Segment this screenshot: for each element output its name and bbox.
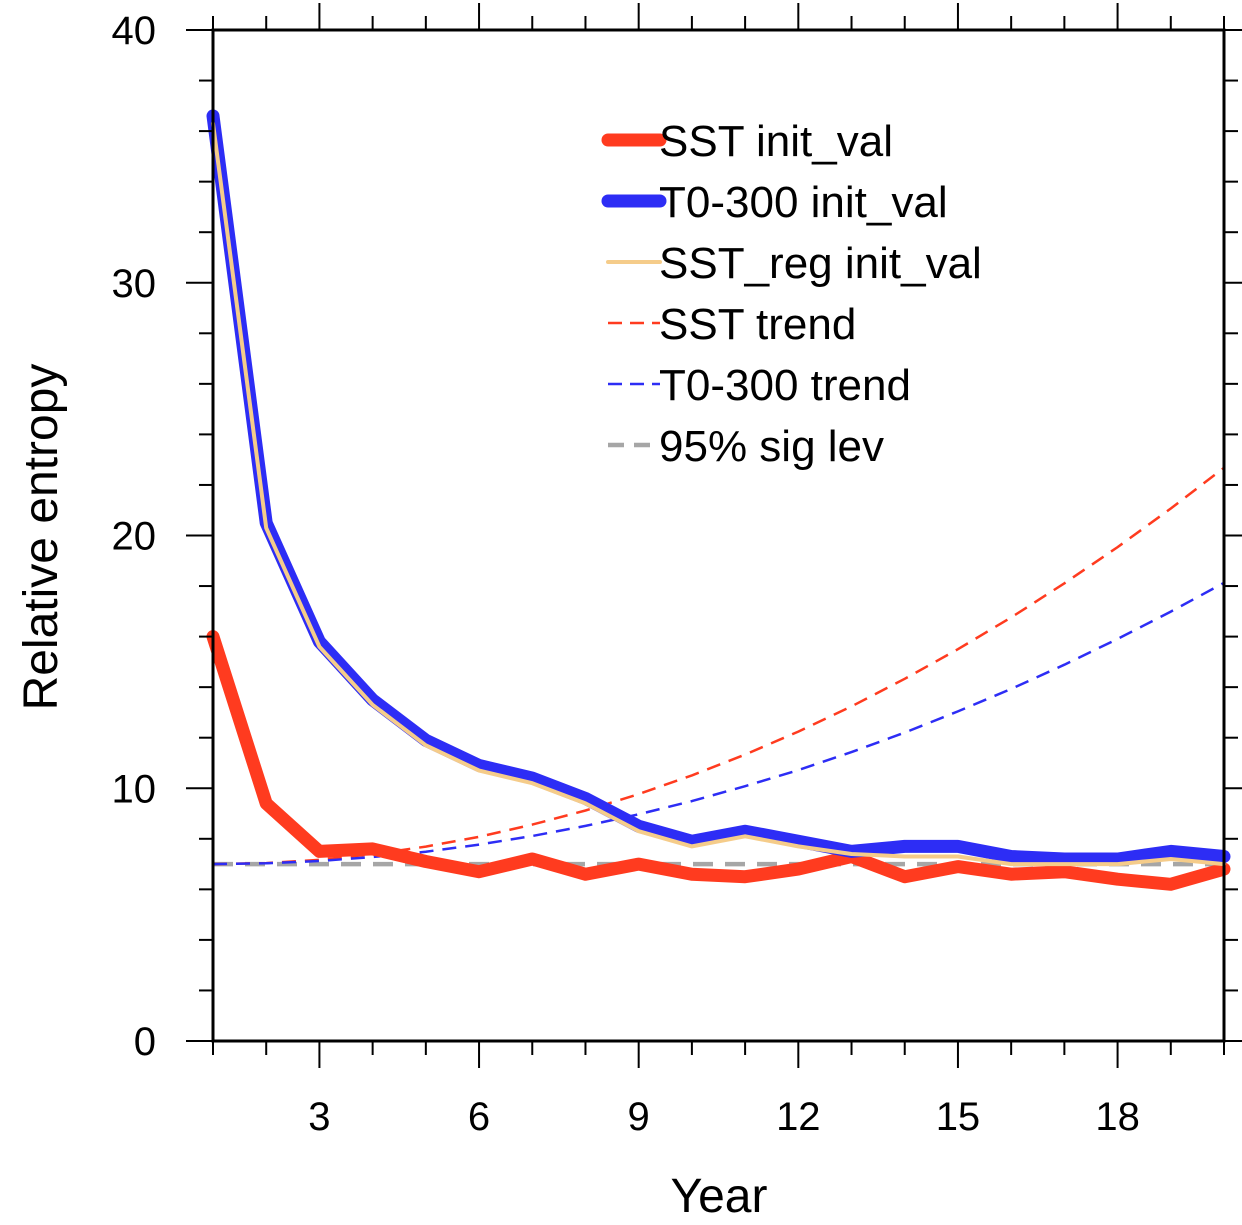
legend-label-3: SST trend — [659, 300, 856, 349]
legend-label-4: T0-300 trend — [659, 361, 911, 410]
axes-layer: 0 10 20 30 40 3 6 9 12 15 18 — [112, 3, 1242, 1139]
legend-label-1: T0-300 init_val — [659, 178, 948, 227]
legend-label-2: SST_reg init_val — [659, 239, 982, 288]
x-tick-label: 6 — [468, 1095, 490, 1139]
y-tick-label: 30 — [112, 262, 157, 306]
series-line-0 — [206, 630, 1231, 891]
y-axis-title: Relative entropy — [15, 364, 68, 711]
legend: SST init_val T0-300 init_val SST_reg init_… — [601, 117, 982, 471]
series-line-4 — [212, 581, 1225, 866]
x-tick-label: 12 — [776, 1095, 821, 1139]
series-layer — [206, 109, 1231, 891]
x-tick-label: 3 — [308, 1095, 330, 1139]
y-tick-label: 10 — [112, 767, 157, 811]
y-tick-label: 0 — [134, 1020, 156, 1064]
x-tick-label: 9 — [628, 1095, 650, 1139]
x-tick-label: 15 — [936, 1095, 981, 1139]
legend-label-5: 95% sig lev — [659, 422, 884, 471]
series-line-3 — [212, 466, 1225, 866]
legend-label-0: SST init_val — [659, 117, 893, 166]
x-axis-title: Year — [671, 1170, 768, 1223]
y-tick-label: 20 — [112, 515, 157, 559]
y-tick-label: 40 — [112, 9, 157, 53]
x-tick-label: 18 — [1095, 1095, 1140, 1139]
series-line-2 — [211, 121, 1226, 867]
series-line-1 — [206, 109, 1231, 866]
